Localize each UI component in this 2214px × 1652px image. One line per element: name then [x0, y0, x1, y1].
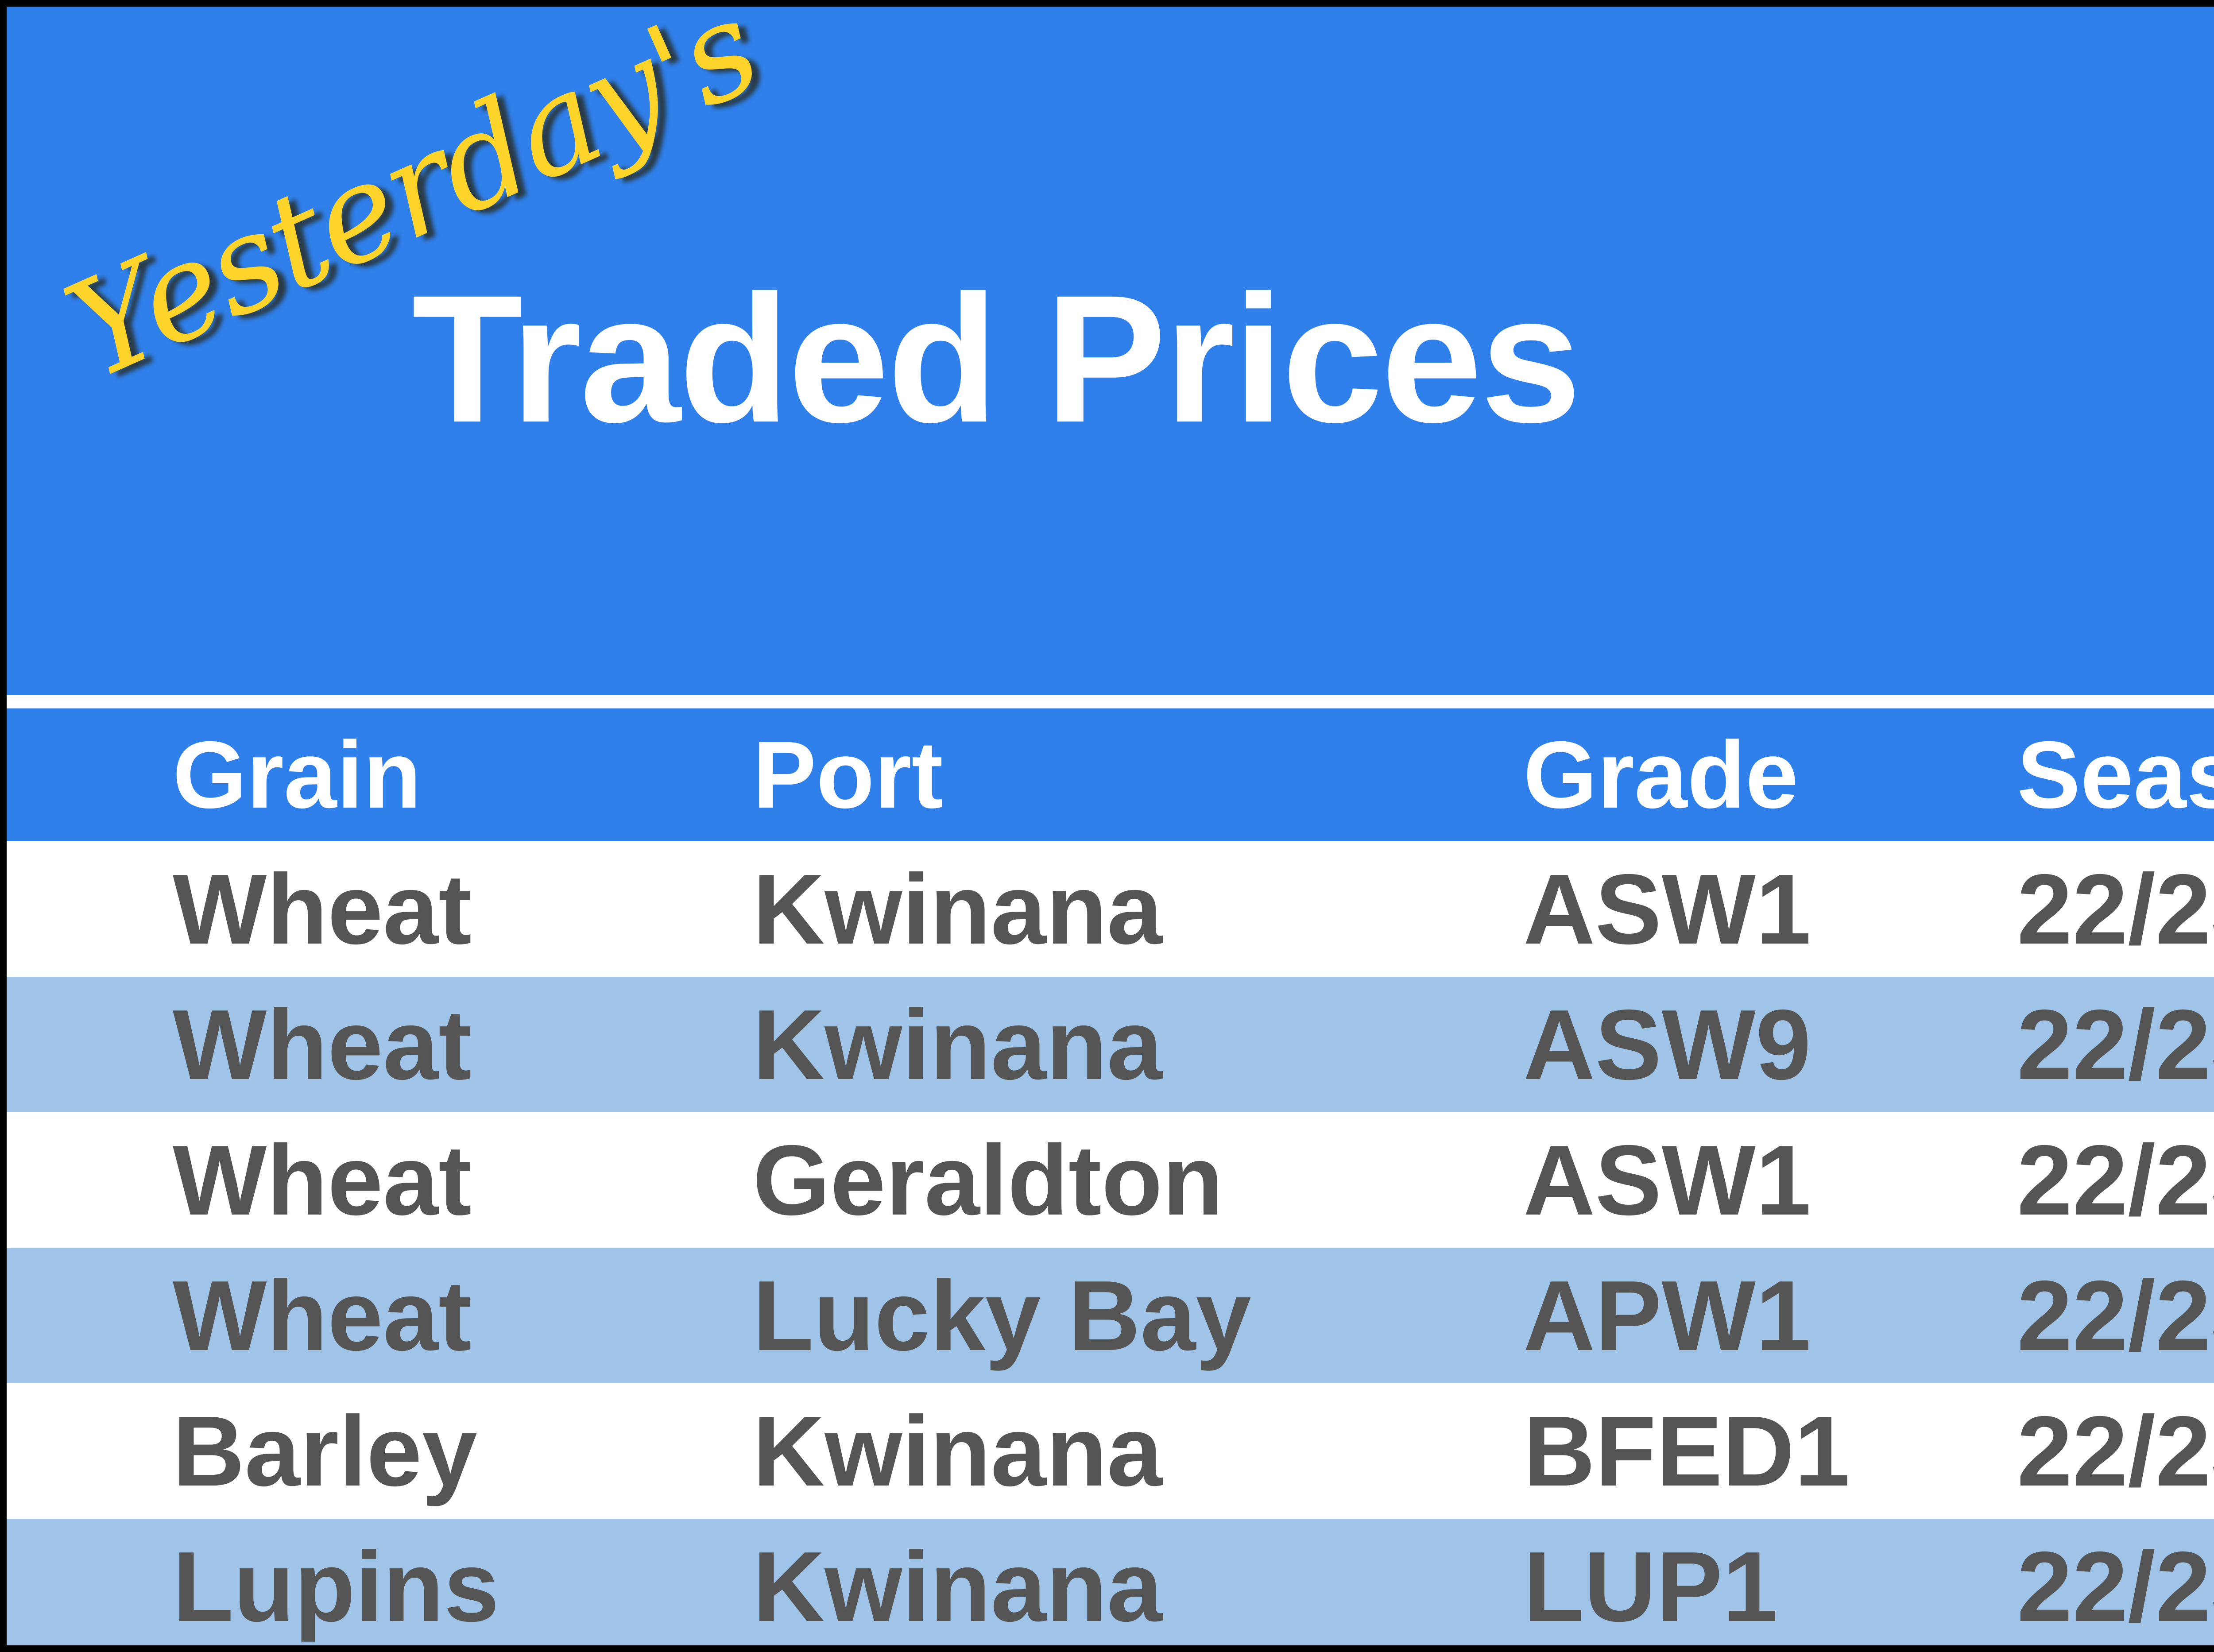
cell-season: 22/23 [2017, 1124, 2214, 1236]
column-header-season: Season [2017, 721, 2214, 828]
cell-grain: Lupins [173, 1530, 499, 1642]
table-row: Wheat Lucky Bay APW1 22/23 $400 [7, 1248, 2214, 1383]
cell-grain: Wheat [173, 1124, 472, 1236]
cell-season: 22/23 [2017, 853, 2214, 965]
cell-season: 22/23 [2017, 1395, 2214, 1507]
cell-grain: Wheat [173, 988, 472, 1100]
wheat-coin-icon: $ [2203, 215, 2214, 684]
cell-season: 22/23 [2017, 1259, 2214, 1371]
icon-group: $ $ [2203, 215, 2214, 684]
cell-grain: Barley [173, 1395, 477, 1507]
cell-grade: LUP1 [1523, 1530, 1778, 1642]
cell-season: 22/23 [2017, 988, 2214, 1100]
cell-grade: ASW1 [1523, 1124, 1811, 1236]
cell-grade: ASW1 [1523, 853, 1811, 965]
traded-prices-card: Yesterday's Traded Prices $ [7, 7, 2214, 1645]
column-header-grade: Grade [1523, 721, 1799, 828]
column-header-port: Port [753, 721, 943, 828]
cell-grain: Wheat [173, 853, 472, 965]
cell-grade: ASW9 [1523, 988, 1811, 1100]
cell-grain: Wheat [173, 1259, 472, 1371]
cell-grade: APW1 [1523, 1259, 1811, 1371]
cell-port: Kwinana [753, 853, 1163, 965]
cell-season: 22/23 [2017, 1530, 2214, 1642]
title-banner: Yesterday's Traded Prices $ [7, 7, 2214, 695]
cell-port: Kwinana [753, 988, 1163, 1100]
cell-port: Geraldton [753, 1124, 1223, 1236]
page-title: Traded Prices [412, 257, 1581, 460]
table-row: Wheat Geraldton ASW1 22/23 $335 [7, 1112, 2214, 1248]
cell-grade: BFED1 [1523, 1395, 1850, 1507]
table-row: Wheat Kwinana ASW9 22/23 $340 [7, 977, 2214, 1112]
divider [7, 695, 2214, 708]
cell-port: Lucky Bay [753, 1259, 1251, 1371]
cell-port: Kwinana [753, 1395, 1163, 1507]
table-row: Lupins Kwinana LUP1 22/23 $284 [7, 1519, 2214, 1645]
cell-port: Kwinana [753, 1530, 1163, 1642]
table-row: Wheat Kwinana ASW1 22/23 $325 [7, 841, 2214, 977]
table-header: Grain Port Grade Season Range (Port Equi… [7, 708, 2214, 841]
column-header-grain: Grain [173, 721, 422, 828]
table-row: Barley Kwinana BFED1 22/23 $280 [7, 1383, 2214, 1519]
